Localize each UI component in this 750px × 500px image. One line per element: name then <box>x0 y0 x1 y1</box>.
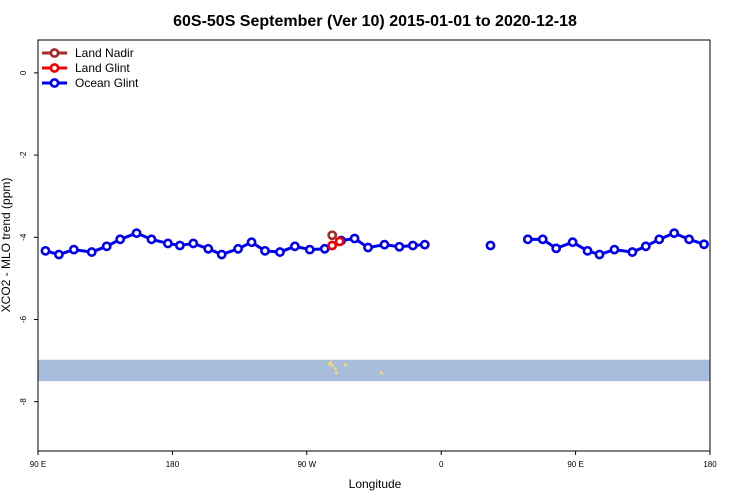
ocean-glint-point <box>485 240 496 251</box>
ocean-glint-point <box>349 233 360 244</box>
land-glint-point <box>334 236 345 247</box>
y-tick-label: -6 <box>19 315 28 323</box>
land-speck <box>333 367 337 371</box>
legend-label-land-nadir: Land Nadir <box>75 46 134 60</box>
ocean-glint-point <box>654 234 665 245</box>
y-tick-label: -4 <box>19 233 28 241</box>
ocean-glint-point <box>394 241 405 252</box>
chart-title: 60S-50S September (Ver 10) 2015-01-01 to… <box>173 13 577 30</box>
ocean-glint-point <box>522 234 533 245</box>
x-tick-label: 90 E <box>30 460 46 469</box>
ocean-glint-point <box>537 234 548 245</box>
ocean-glint-point <box>379 239 390 250</box>
legend-marker-ocean-glint <box>49 78 60 88</box>
ocean-band <box>38 359 710 382</box>
ocean-glint-point <box>684 234 694 245</box>
x-tick-label: 90 E <box>567 460 583 469</box>
tick-layer: 90 E 180 90 W 0 90 E 180 0 -2 -4 -6 -8 <box>19 70 717 469</box>
ocean-glint-point <box>246 237 257 248</box>
land-speck <box>344 363 348 367</box>
ocean-glint-point <box>203 243 214 254</box>
land-speck <box>330 363 334 368</box>
ocean-glint-point <box>363 242 373 253</box>
land-nadir-point <box>327 230 338 241</box>
ocean-glint-point <box>146 234 157 245</box>
series-layer <box>40 228 709 260</box>
land-speck <box>335 371 339 375</box>
ocean-glint-point <box>101 241 112 252</box>
series-ocean-glint <box>40 228 709 260</box>
x-tick-label: 180 <box>703 460 717 469</box>
ocean-glint-point <box>216 249 227 260</box>
legend-marker-land-glint <box>49 63 60 73</box>
ocean-glint-point <box>627 247 638 257</box>
series-land-nadir <box>327 230 338 241</box>
map-strip <box>38 359 710 382</box>
ocean-glint-point <box>40 245 51 256</box>
legend-marker-land-nadir <box>49 48 60 58</box>
land-speck <box>379 371 384 375</box>
ocean-glint-point <box>304 244 315 255</box>
ocean-glint-point <box>233 243 244 254</box>
ocean-glint-point <box>131 228 142 239</box>
ocean-glint-point <box>289 241 300 252</box>
ocean-glint-point <box>54 249 64 260</box>
series-land-glint <box>327 236 345 251</box>
y-tick-label: 0 <box>19 70 28 75</box>
ocean-glint-point <box>609 244 620 255</box>
legend-label-ocean-glint: Ocean Glint <box>75 76 139 90</box>
ocean-glint-point <box>699 239 709 250</box>
y-tick-label: -8 <box>19 398 28 406</box>
ocean-glint-point <box>115 234 126 245</box>
legend-label-land-glint: Land Glint <box>75 61 130 75</box>
ocean-glint-point <box>188 238 199 249</box>
ocean-glint-point <box>275 247 285 257</box>
ocean-glint-point <box>86 247 97 257</box>
ocean-glint-point <box>669 228 680 239</box>
ocean-glint-point <box>174 240 185 251</box>
ocean-glint-point <box>407 240 418 251</box>
ocean-glint-point <box>551 243 562 254</box>
x-tick-label: 90 W <box>297 460 316 469</box>
y-axis-label: XCO2 - MLO trend (ppm) <box>0 178 13 313</box>
x-tick-label: 0 <box>439 460 444 469</box>
ocean-glint-point <box>163 238 173 249</box>
land-glint-point <box>327 240 338 251</box>
x-tick-label: 180 <box>166 460 180 469</box>
ocean-glint-point <box>419 239 430 250</box>
ocean-glint-point <box>594 249 605 260</box>
y-tick-label: -2 <box>19 151 28 159</box>
ocean-glint-point <box>582 245 593 256</box>
plot-frame <box>37 39 711 452</box>
x-axis-label: Longitude <box>349 477 402 491</box>
ocean-glint-point <box>640 241 651 252</box>
ocean-glint-point <box>567 237 578 248</box>
ocean-glint-point <box>68 244 79 255</box>
land-speck <box>327 362 331 366</box>
ocean-glint-point <box>319 243 330 254</box>
ocean-glint-point <box>260 245 270 256</box>
